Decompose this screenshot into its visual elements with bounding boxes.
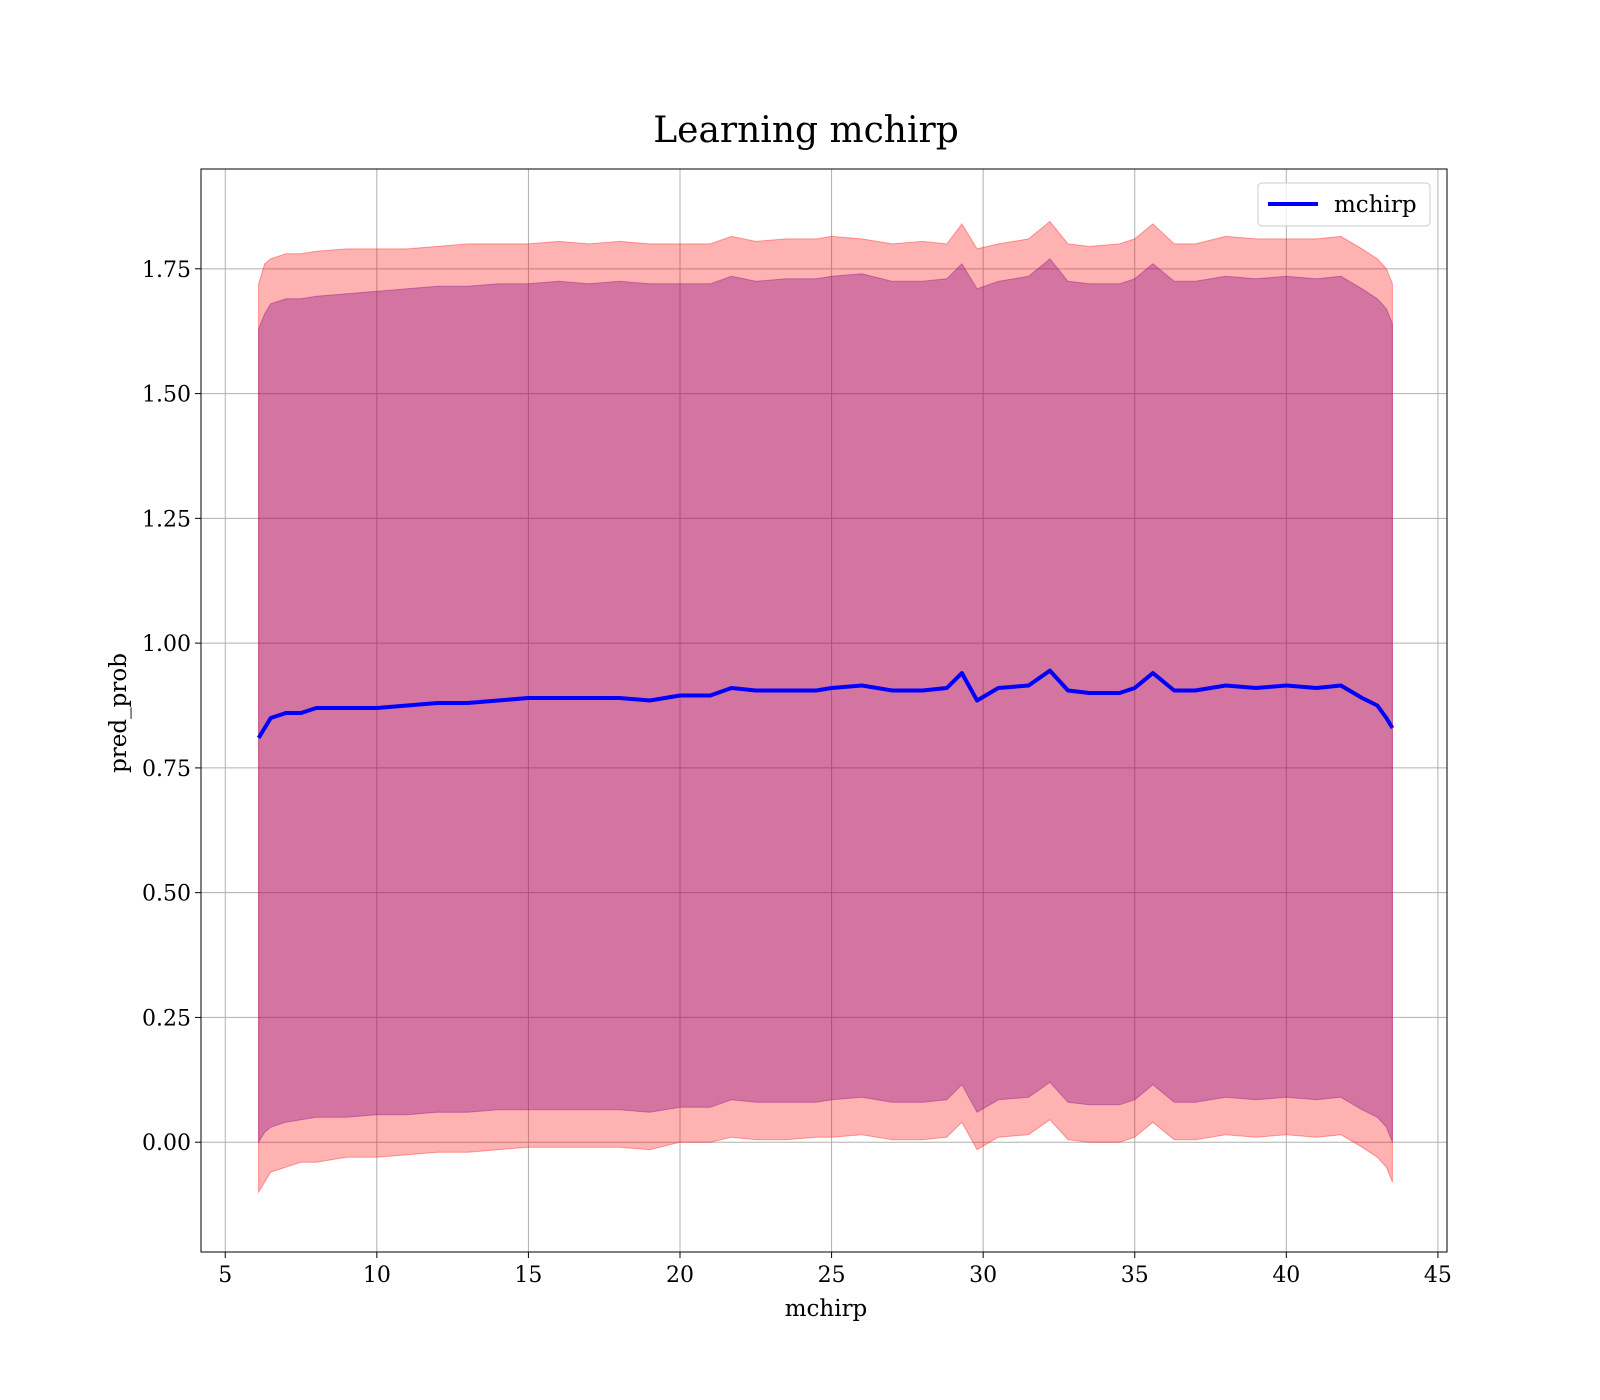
y-tick-label: 0.75 [142,757,191,782]
x-tick-label: 45 [1424,1263,1452,1288]
chart-title: Learning mchirp [653,110,959,151]
y-tick-label: 0.00 [142,1131,191,1156]
y-tick-label: 1.50 [142,383,191,408]
confidence-band-1 [258,220,1393,1194]
y-tick-label: 0.50 [142,882,191,907]
y-tick-label: 1.00 [142,632,191,657]
legend: mchirp [1257,182,1431,227]
x-tick-label: 15 [514,1263,542,1288]
x-tick-label: 30 [969,1263,997,1288]
x-axis-ticks: 5 10 15 20 25 30 35 40 45 [218,1252,1452,1288]
y-tick-label: 0.25 [142,1006,191,1031]
x-tick-label: 5 [218,1263,232,1288]
series-lines [256,668,1395,739]
confidence-band-2 [258,258,1393,1144]
x-tick-label: 40 [1272,1263,1300,1288]
x-tick-label: 35 [1121,1263,1149,1288]
series-line-mchirp [256,668,1395,739]
y-tick-label: 1.25 [142,507,191,532]
plot-frame [200,168,1448,1253]
x-tick-label: 20 [666,1263,694,1288]
y-axis-ticks: 0.00 0.25 0.50 0.75 1.00 1.25 1.50 1.75 [142,258,201,1156]
grid [201,169,1447,1252]
legend-label-mchirp: mchirp [1334,192,1417,218]
y-axis-label: pred_prob [106,653,132,773]
confidence-bands [258,220,1393,1194]
axes [200,168,1448,1253]
y-tick-label: 1.75 [142,258,191,283]
x-tick-label: 10 [363,1263,391,1288]
x-tick-label: 25 [818,1263,846,1288]
x-axis-label: mchirp [785,1296,868,1322]
legend-box [1257,182,1431,227]
